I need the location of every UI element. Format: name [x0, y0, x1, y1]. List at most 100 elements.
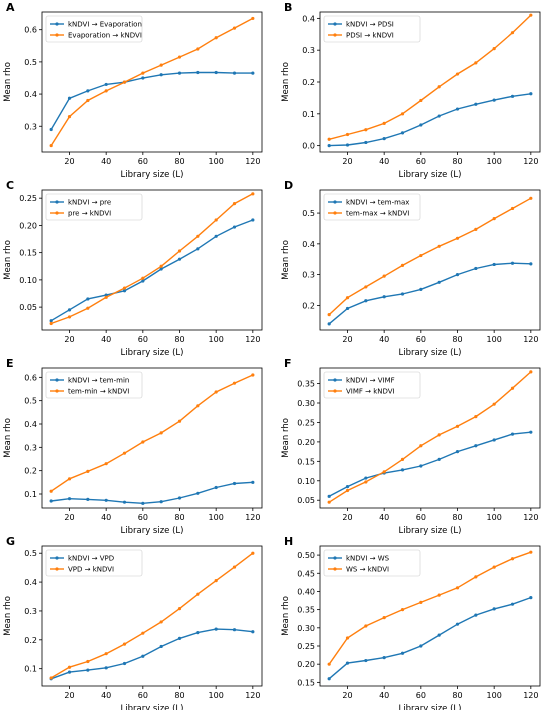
legend: kNDVI → tem-max tem-max → kNDVI [323, 193, 421, 221]
data-point [196, 491, 200, 495]
series-line-2 [50, 17, 254, 146]
panel-letter: E [6, 357, 14, 370]
y-tick-label: 0.3 [24, 607, 37, 616]
legend-entry: tem-min → kNDVI [68, 388, 129, 396]
y-tick-label: 0.10 [19, 276, 37, 285]
legend-swatch-marker [55, 556, 59, 560]
data-point [474, 613, 478, 617]
data-point [49, 499, 53, 503]
data-point [232, 71, 237, 75]
y-tick-label: 0.20 [19, 221, 37, 230]
legend-swatch-marker [333, 567, 337, 571]
axes-frame [319, 545, 541, 687]
data-point [104, 498, 108, 502]
data-point [104, 295, 108, 299]
data-point [400, 292, 405, 296]
x-tick-label: 40 [101, 157, 111, 166]
legend-box [323, 371, 421, 399]
data-point [159, 73, 163, 77]
y-axis-label: Mean rho [3, 418, 13, 458]
series-line-2 [328, 197, 532, 316]
x-tick-label: 100 [487, 513, 502, 522]
legend-entry: kNDVI → Evaporation [68, 21, 142, 29]
data-point [419, 287, 423, 291]
panel-letter: D [284, 179, 293, 192]
y-tick-label: 0.3 [24, 443, 37, 452]
series-line-2 [50, 552, 254, 679]
legend-swatch-marker [55, 389, 59, 393]
y-tick-label: 0.45 [297, 569, 315, 578]
data-point [196, 47, 200, 51]
x-tick-label: 40 [101, 335, 111, 344]
legend-entry: kNDVI → pre [68, 199, 111, 207]
legend: kNDVI → VIMF VIMF → kNDVI [323, 371, 421, 399]
data-point [437, 244, 441, 248]
data-point [400, 112, 405, 116]
data-point [232, 565, 237, 569]
data-point [232, 381, 237, 385]
data-point [177, 249, 182, 253]
data-point [345, 143, 350, 147]
data-point [529, 13, 533, 17]
legend-entry: pre → kNDVI [68, 210, 111, 218]
data-point [474, 444, 478, 448]
y-axis-label: Mean rho [281, 596, 291, 636]
data-point [86, 668, 90, 672]
data-point [455, 236, 460, 240]
legend: kNDVI → VPD VPD → kNDVI [45, 549, 143, 577]
series-line-1 [328, 596, 532, 680]
x-tick-label: 20 [342, 157, 352, 166]
data-point [382, 295, 386, 299]
axes-frame [41, 367, 263, 509]
x-tick-label: 120 [523, 157, 538, 166]
data-point [419, 644, 423, 648]
data-point [492, 438, 496, 442]
x-tick-label: 80 [452, 691, 462, 700]
y-tick-label: 0.25 [297, 642, 315, 651]
data-point [251, 480, 255, 484]
x-tick-label: 100 [487, 335, 502, 344]
data-point [104, 652, 108, 656]
legend-box [45, 15, 143, 43]
x-tick-label: 120 [523, 335, 538, 344]
series-line-1 [328, 431, 531, 497]
data-point [141, 440, 145, 444]
data-point [122, 661, 127, 666]
y-tick-label: 0.15 [297, 678, 315, 687]
y-tick-label: 0.4 [24, 420, 37, 429]
data-point [364, 299, 368, 303]
data-point [251, 630, 255, 634]
legend-box [323, 193, 421, 221]
data-point [67, 670, 72, 674]
data-point [510, 602, 515, 606]
data-point [327, 322, 331, 326]
x-tick-label: 40 [101, 691, 111, 700]
data-point [474, 61, 478, 65]
data-point [474, 102, 478, 106]
y-tick-label: 0.3 [302, 271, 315, 280]
data-point [159, 644, 163, 649]
data-point [49, 489, 53, 493]
data-point [232, 26, 237, 30]
y-axis-label: Mean rho [281, 418, 291, 458]
data-point [455, 622, 460, 626]
x-axis-label: Library size (L) [399, 170, 462, 180]
data-point [400, 608, 405, 612]
x-tick-label: 40 [379, 691, 389, 700]
data-point [214, 36, 218, 40]
legend: kNDVI → tem-min tem-min → kNDVI [45, 371, 143, 399]
data-point [214, 234, 218, 238]
y-tick-label: 0.4 [24, 578, 37, 587]
panel-c: C 20 40 60 80 100 120 0.05 0.10 0.15 0.20 0.25 Libra… [3, 179, 263, 358]
y-tick-label: 0.1 [24, 665, 37, 674]
x-tick-label: 60 [138, 157, 148, 166]
data-point [251, 373, 255, 377]
data-point [455, 450, 460, 454]
y-tick-label: 0.5 [24, 397, 37, 406]
data-point [122, 289, 127, 293]
data-point [345, 132, 350, 137]
data-point [437, 280, 441, 284]
data-point [214, 218, 218, 222]
data-point [177, 636, 182, 640]
